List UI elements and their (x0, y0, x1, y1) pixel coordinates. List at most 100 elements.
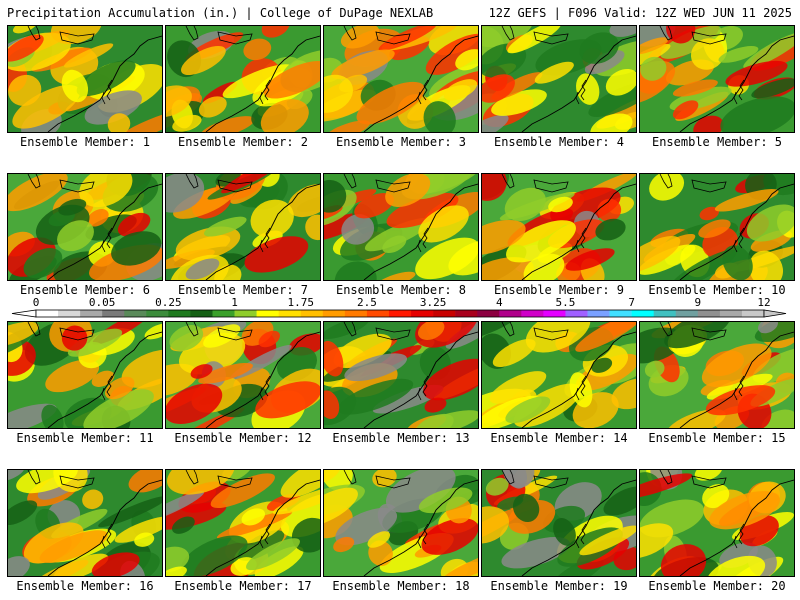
colorbar-swatch (366, 310, 390, 317)
precip-contour-blob (714, 189, 779, 212)
precip-contour-blob (660, 544, 707, 576)
precip-contour-blob (489, 371, 547, 404)
ensemble-map-panel (323, 173, 479, 281)
coastline (679, 479, 794, 576)
precip-contour-blob (258, 330, 281, 348)
precip-contour-blob (603, 486, 636, 516)
precip-colorbar (11, 309, 787, 318)
precip-contour-blob (222, 64, 294, 99)
precip-contour-blob (8, 556, 30, 576)
ensemble-map-panel (7, 25, 163, 133)
ensemble-member-label: Ensemble Member: 10 (648, 283, 786, 297)
precip-contour-blob (579, 525, 636, 556)
bay-outline (417, 79, 429, 105)
great-lakes-outline (501, 174, 569, 193)
precip-contour-blob (425, 33, 478, 75)
bay-outline (101, 227, 113, 253)
precip-contour-blob (701, 343, 772, 388)
great-lakes-outline (185, 174, 253, 193)
precip-contour-blob (166, 363, 198, 397)
precip-contour-blob (502, 470, 527, 489)
precip-contour-blob (333, 333, 392, 369)
precip-contour-blob (640, 523, 674, 559)
precip-contour-blob (640, 44, 671, 68)
colorbar-swatch (36, 310, 59, 317)
bay-outline (733, 523, 745, 549)
precip-field-map (324, 322, 478, 428)
precip-contour-blob (455, 49, 478, 71)
precip-contour-blob (204, 216, 247, 237)
great-lakes-outline (185, 26, 253, 45)
colorbar-swatch (300, 310, 324, 317)
precip-contour-blob (746, 204, 794, 242)
coastline (47, 479, 162, 576)
precip-contour-blob (482, 174, 507, 201)
great-lakes-outline (343, 26, 411, 45)
precip-contour-blob (190, 364, 213, 379)
precip-contour-blob (702, 484, 730, 509)
precip-contour-blob (666, 409, 726, 428)
bay-outline (101, 375, 113, 401)
precip-contour-blob (263, 61, 320, 99)
precip-contour-blob (751, 78, 794, 99)
precip-contour-blob (640, 236, 681, 274)
precip-contour-blob (166, 502, 227, 530)
precip-contour-blob (305, 214, 320, 241)
precip-contour-blob (121, 349, 162, 388)
precip-contour-blob (505, 396, 551, 424)
ensemble-map-panel (481, 25, 637, 133)
precip-contour-blob (720, 96, 794, 132)
great-lakes-outline (343, 322, 411, 341)
precip-contour-blob (569, 372, 593, 408)
precip-field-map (640, 26, 794, 132)
precip-contour-blob (443, 79, 478, 101)
precip-contour-blob (423, 101, 456, 132)
precip-contour-blob (548, 196, 573, 213)
precip-contour-blob (324, 390, 340, 419)
precip-contour-blob (16, 470, 78, 494)
precip-contour-blob (134, 532, 155, 547)
precip-contour-blob (666, 26, 696, 44)
ensemble-map-panel (7, 469, 163, 577)
precip-contour-blob (423, 358, 478, 401)
ensemble-member-label: Ensemble Member: 17 (174, 579, 312, 593)
precip-field-map (8, 26, 162, 132)
precip-contour-blob (507, 26, 562, 54)
precip-contour-blob (79, 174, 133, 208)
precip-contour-blob (331, 49, 395, 80)
precip-contour-blob (565, 248, 615, 271)
colorbar-swatch (543, 310, 566, 317)
precip-contour-blob (172, 516, 195, 534)
precip-field-map (482, 174, 636, 280)
precip-contour-blob (280, 470, 320, 498)
precip-field-map (640, 322, 794, 428)
bay-outline (101, 523, 113, 549)
precip-field-map (166, 322, 320, 428)
precip-contour-blob (166, 470, 235, 495)
colorbar-swatch (278, 310, 302, 317)
colorbar-swatch (102, 310, 125, 317)
precip-contour-blob (644, 360, 665, 378)
ensemble-map-panel (165, 173, 321, 281)
precip-contour-blob (482, 322, 522, 341)
colorbar-swatch (675, 310, 699, 317)
precip-contour-blob (41, 404, 64, 428)
colorbar-swatch (455, 310, 478, 317)
colorbar-swatch (719, 310, 743, 317)
precip-contour-blob (424, 397, 447, 413)
precip-contour-blob (340, 26, 380, 49)
precip-contour-blob (367, 531, 391, 548)
colorbar-swatch (256, 310, 279, 317)
precip-field-map (166, 174, 320, 280)
precip-contour-blob (84, 90, 142, 125)
colorbar-swatch (322, 310, 346, 317)
ensemble-member-label: Ensemble Member: 11 (16, 431, 154, 445)
ensemble-map-panel (7, 321, 163, 429)
precip-contour-blob (181, 45, 226, 76)
precip-contour-blob (166, 383, 223, 424)
precip-contour-blob (23, 522, 84, 564)
great-lakes-outline (501, 26, 569, 45)
colorbar-swatch (521, 310, 544, 317)
precip-contour-blob (241, 508, 266, 526)
precip-contour-blob (166, 85, 192, 118)
